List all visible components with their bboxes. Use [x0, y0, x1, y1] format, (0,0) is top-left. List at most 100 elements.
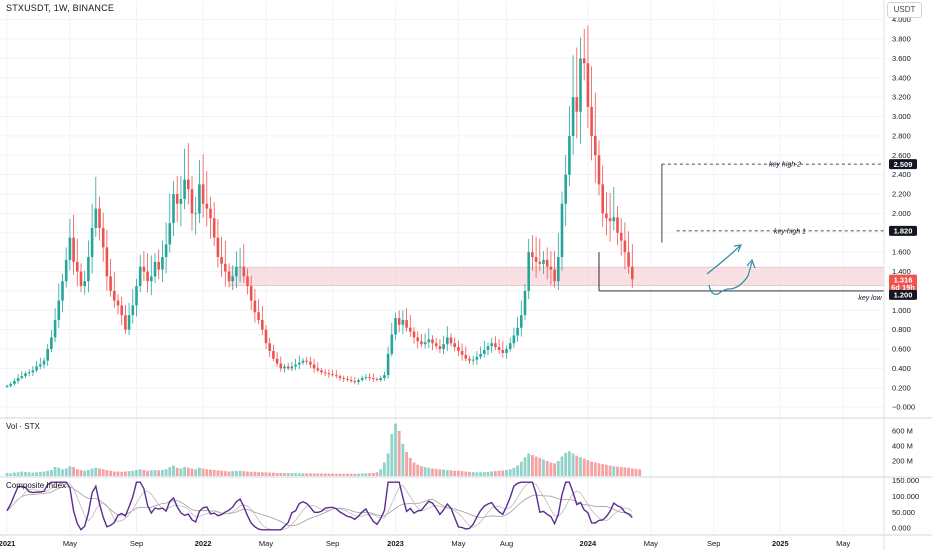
volume-bar [560, 456, 564, 476]
volume-bar [397, 431, 401, 476]
volume-bar [375, 472, 379, 476]
volume-bar [379, 469, 383, 476]
volume-bar [216, 470, 220, 476]
symbol-title[interactable]: STXUSDT, 1W, BINANCE [6, 3, 115, 13]
time-axis[interactable]: 2021 May Sep 2022 May Sep 2023 May Aug 2024 May Sep… [0, 539, 851, 548]
projection-arrow-1 [706, 244, 742, 275]
candle-body [582, 58, 586, 64]
volume-bar [453, 470, 457, 476]
key-low-tag-bg [889, 289, 917, 300]
volume-bar [519, 461, 523, 476]
volume-bar [627, 467, 630, 476]
volume-bar [5, 473, 9, 476]
volume-bar [534, 456, 538, 476]
volume-bar [124, 471, 127, 476]
candle-body [353, 381, 357, 382]
volume-bar [349, 473, 353, 476]
volume-bar [223, 471, 227, 476]
price-tick-label: 0.400 [892, 364, 911, 373]
volume-bar [116, 471, 120, 476]
candle-body [335, 375, 338, 377]
composite-index-pane-label[interactable]: Composite Index [6, 481, 67, 490]
volume-bar [586, 460, 590, 476]
volume-bar [135, 470, 138, 476]
volume-bar [434, 468, 438, 476]
volume-bar [523, 457, 527, 476]
volume-bar [20, 471, 24, 476]
volume-bar [368, 473, 371, 476]
volume-bar [508, 469, 512, 476]
candle-body [116, 300, 120, 306]
candle-body [512, 335, 516, 344]
volume-bar [131, 470, 135, 476]
volume-bar [423, 467, 427, 476]
time-tick-label: May [259, 539, 273, 548]
candle-body [390, 334, 394, 354]
candle-body [471, 359, 475, 361]
arrow-head-2 [746, 258, 756, 269]
candle-body [427, 339, 431, 343]
candle-body [331, 374, 334, 376]
volume-bar [549, 462, 553, 476]
volume-bar [253, 471, 257, 476]
candle-body [209, 208, 212, 219]
volume-pane-label[interactable]: Vol · STX [6, 422, 40, 431]
volume-bar [597, 463, 601, 476]
candle-body [127, 315, 131, 330]
volume-bar [497, 470, 501, 476]
volume-bar [294, 473, 297, 476]
volume-bar [279, 473, 283, 476]
price-axis[interactable]: 4.000 3.800 3.600 3.400 3.200 3.000 2.800 2.600… [892, 15, 919, 533]
projection-arrow-2 [708, 261, 753, 295]
volume-bar [186, 467, 190, 476]
candle-body [438, 346, 442, 350]
candle-body [101, 227, 105, 248]
candle-body [564, 174, 567, 204]
volume-bar [235, 470, 238, 476]
candle-body [405, 319, 408, 328]
last-price-tag-bg [889, 274, 917, 293]
volume-bar [94, 467, 98, 476]
candle-body [253, 300, 257, 313]
candle-body [372, 378, 375, 380]
price-tick-label: 0.200 [892, 383, 911, 392]
volume-bar [183, 467, 186, 476]
candle-body [264, 329, 268, 344]
currency-badge[interactable]: USDT [887, 2, 922, 18]
candle-body [579, 58, 582, 112]
candle-body [346, 379, 349, 381]
volume-bar [87, 470, 90, 476]
candle-body [190, 189, 194, 214]
volume-bar [246, 471, 249, 476]
volume-bar [275, 473, 279, 476]
candle-body [194, 213, 197, 215]
volume-bar [249, 471, 253, 476]
candle-body [164, 244, 168, 258]
candle-body [61, 281, 64, 301]
volume-bar [105, 470, 109, 476]
candle-body [16, 378, 20, 382]
volume-bar [516, 465, 519, 476]
candle-body [401, 319, 405, 325]
candle-body [612, 217, 616, 222]
volume-bar [579, 457, 582, 476]
volume-bar [420, 466, 423, 476]
candle-body [179, 198, 183, 204]
candle-body [557, 257, 560, 282]
price-tick-label: 3.200 [892, 93, 911, 102]
candle-body [131, 305, 135, 316]
volume-bar [198, 467, 201, 476]
candle-body [523, 290, 527, 316]
volume-bar [482, 472, 486, 476]
volume-bar [272, 472, 275, 476]
volume-bar [386, 453, 390, 476]
volume-bar [127, 471, 131, 476]
price-tick-label: 2.800 [892, 131, 911, 140]
candle-body [468, 358, 471, 361]
volume-bar [27, 472, 31, 476]
volume-bar [175, 467, 179, 476]
chart-annotations: key high 2 key high 1 key low [598, 162, 884, 302]
candle-body [27, 372, 31, 374]
